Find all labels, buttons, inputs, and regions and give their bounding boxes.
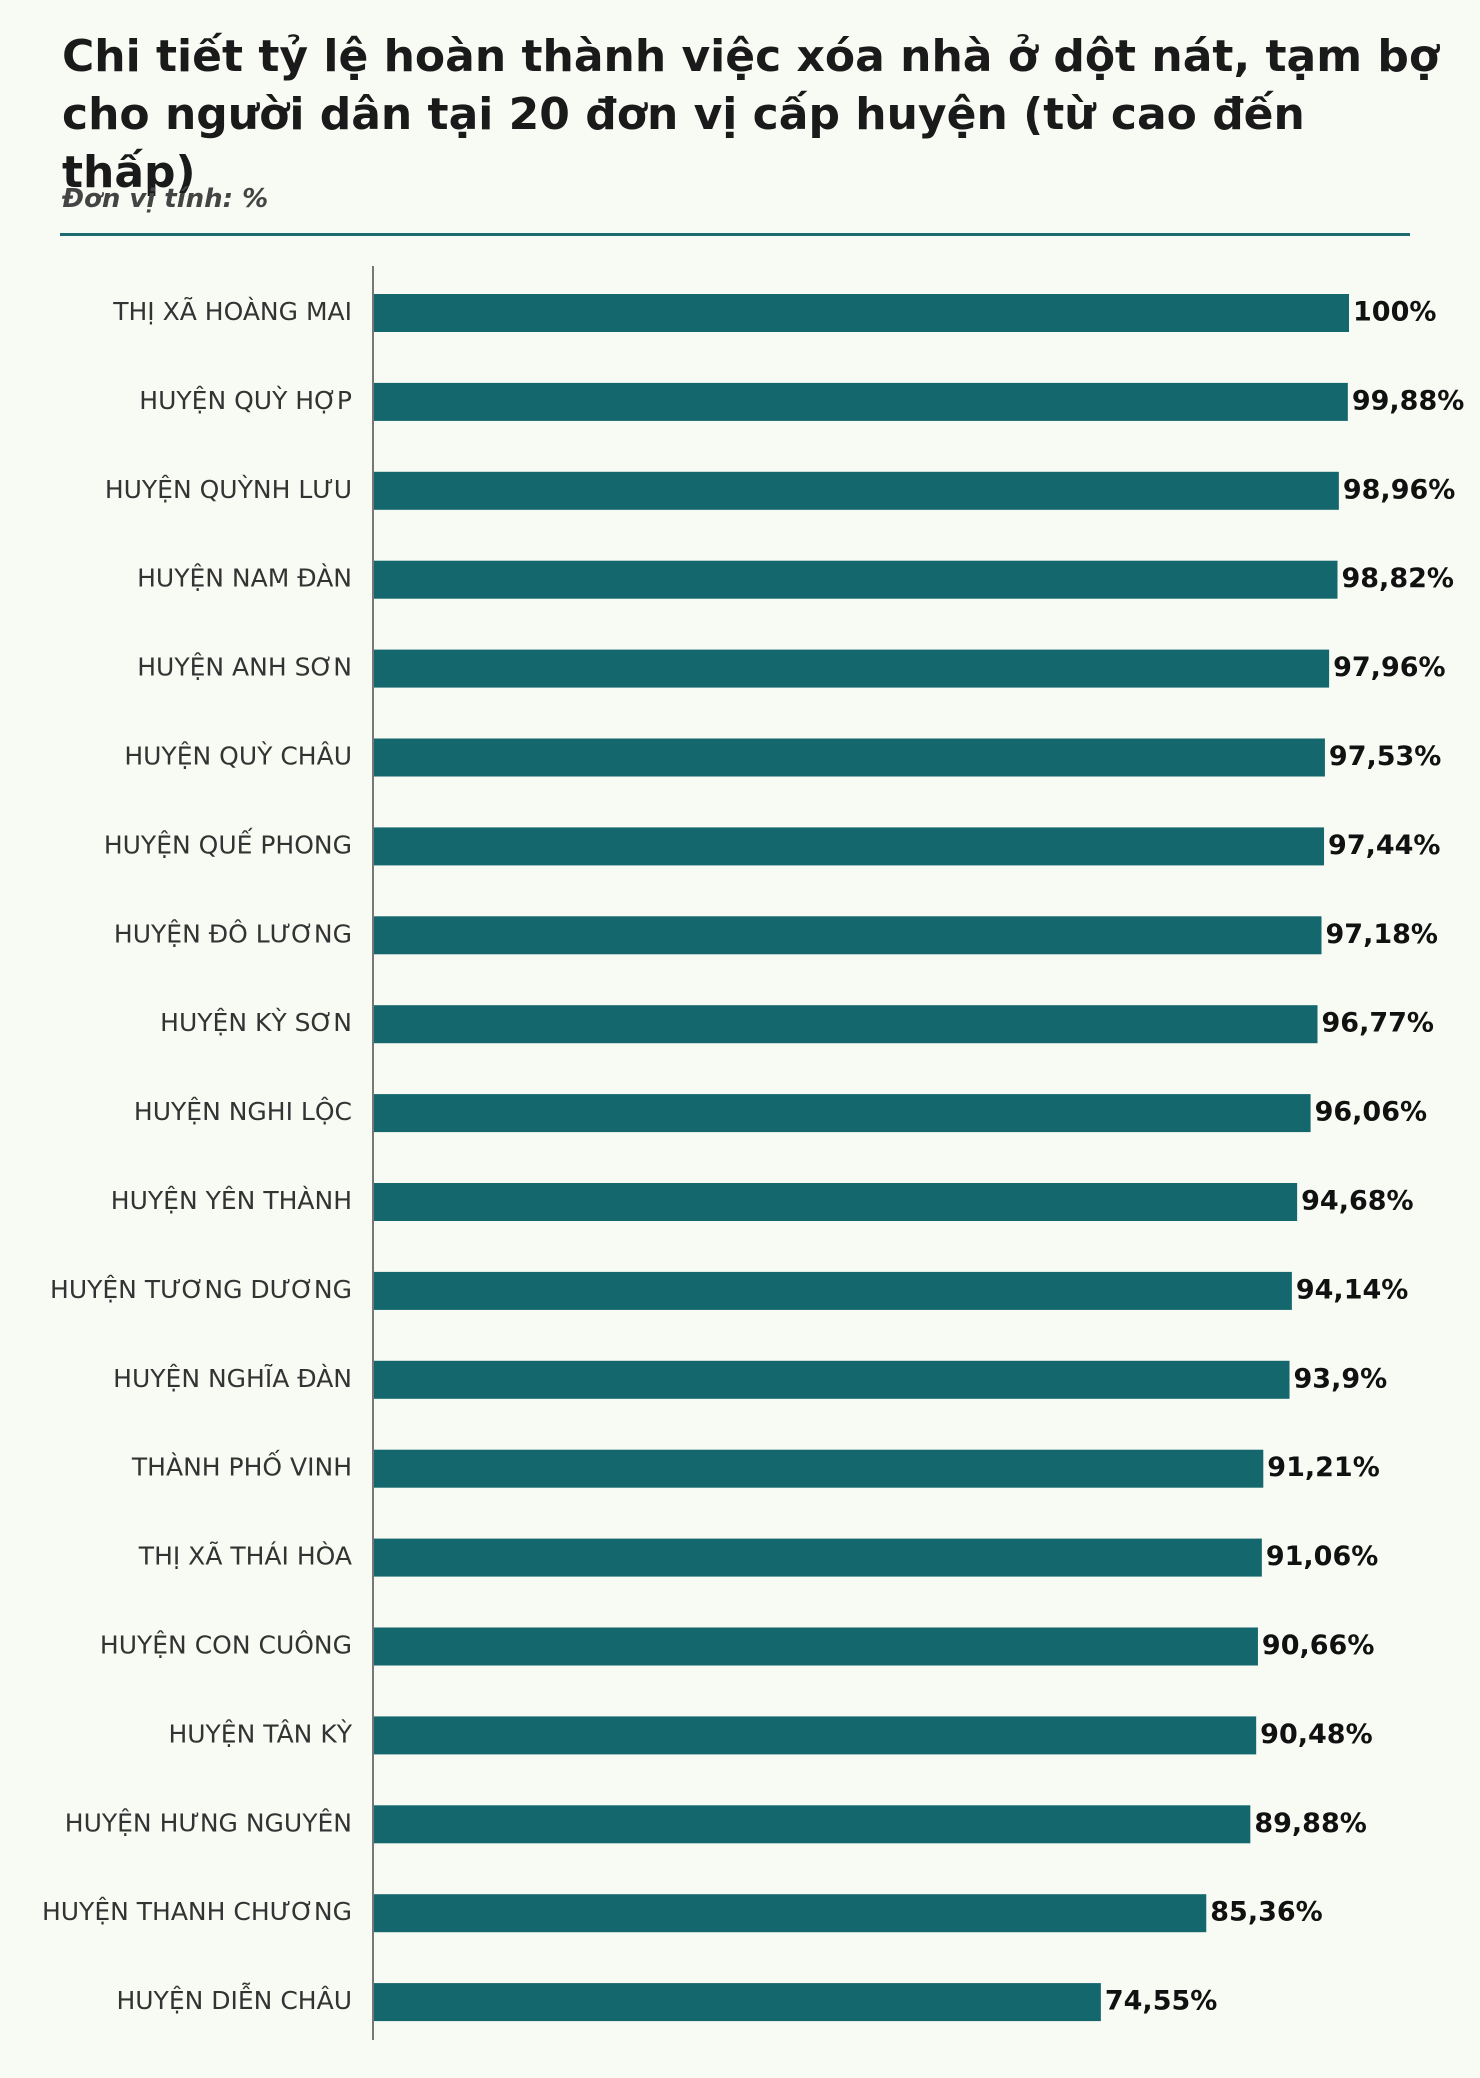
- category-label: HUYỆN NGHI LỘC: [134, 1096, 352, 1126]
- bar: [374, 738, 1325, 777]
- value-label: 98,96%: [1343, 474, 1455, 505]
- bar: [374, 294, 1349, 332]
- category-label: THỊ XÃ HOÀNG MAI: [112, 296, 352, 326]
- value-label: 91,21%: [1267, 1452, 1379, 1483]
- category-label: HUYỆN YÊN THÀNH: [111, 1186, 352, 1215]
- category-label: HUYỆN NGHĨA ĐÀN: [113, 1363, 352, 1393]
- bar: [374, 560, 1338, 599]
- bar: [374, 1360, 1290, 1399]
- value-label: 91,06%: [1266, 1541, 1378, 1572]
- category-label: HUYỆN QUỲNH LƯU: [105, 474, 352, 504]
- bar: [374, 1627, 1258, 1666]
- value-label: 97,96%: [1333, 652, 1445, 683]
- category-label: HUYỆN HƯNG NGUYÊN: [65, 1808, 352, 1837]
- chart-title: Chi tiết tỷ lệ hoàn thành việc xóa nhà ở…: [62, 31, 1440, 198]
- bar: [374, 1538, 1262, 1577]
- bar: [374, 1449, 1264, 1488]
- category-label: HUYỆN NAM ĐÀN: [137, 564, 352, 593]
- bar: [374, 1271, 1292, 1310]
- category-label: HUYỆN ĐÔ LƯƠNG: [114, 918, 352, 948]
- bars-group: THỊ XÃ HOÀNG MAI 100% HUYỆN QUỲ HỢP 99,88% H…: [42, 294, 1464, 2022]
- value-label: 74,55%: [1105, 1986, 1217, 2017]
- value-label: 93,9%: [1294, 1363, 1388, 1394]
- category-label: HUYỆN TƯƠNG DƯƠNG: [50, 1275, 352, 1304]
- bar: [374, 382, 1348, 421]
- bar: [374, 649, 1330, 688]
- value-label: 90,66%: [1262, 1630, 1374, 1661]
- value-label: 94,68%: [1301, 1186, 1413, 1217]
- category-label: HUYỆN THANH CHƯƠNG: [42, 1897, 352, 1926]
- bar: [374, 1094, 1311, 1133]
- value-label: 89,88%: [1254, 1808, 1366, 1839]
- value-label: 98,82%: [1341, 563, 1453, 594]
- bar: [374, 1716, 1257, 1755]
- unit-label: Đơn vị tính: %: [62, 184, 269, 214]
- category-label: HUYỆN DIỄN CHÂU: [116, 1982, 352, 2015]
- title-divider: [60, 233, 1410, 236]
- value-label: 99,88%: [1352, 385, 1464, 416]
- category-label: HUYỆN KỲ SƠN: [160, 1007, 352, 1037]
- value-label: 97,44%: [1328, 830, 1440, 861]
- bar: [374, 1183, 1298, 1221]
- value-label: 97,53%: [1329, 741, 1441, 772]
- category-label: HUYỆN TÂN KỲ: [168, 1718, 352, 1748]
- value-label: 85,36%: [1210, 1897, 1322, 1928]
- category-label: THỊ XÃ THÁI HÒA: [138, 1541, 352, 1571]
- bar: [374, 1983, 1101, 2022]
- bar: [374, 1005, 1318, 1044]
- value-label: 100%: [1353, 297, 1436, 328]
- category-label: HUYỆN ANH SƠN: [137, 653, 352, 682]
- value-label: 97,18%: [1326, 919, 1438, 950]
- bar: [374, 827, 1325, 866]
- value-label: 94,14%: [1296, 1274, 1408, 1305]
- category-label: HUYỆN QUỲ HỢP: [139, 385, 352, 415]
- category-label: HUYỆN CON CUÔNG: [100, 1630, 352, 1660]
- bar: [374, 1894, 1207, 1933]
- value-label: 96,77%: [1322, 1008, 1434, 1039]
- bar: [374, 471, 1339, 510]
- category-label: HUYỆN QUỲ CHÂU: [124, 741, 352, 771]
- category-label: THÀNH PHỐ VINH: [131, 1450, 352, 1482]
- bar: [374, 1805, 1251, 1844]
- value-label: 96,06%: [1315, 1097, 1427, 1128]
- bar: [374, 916, 1322, 955]
- value-label: 90,48%: [1260, 1719, 1372, 1750]
- category-label: HUYỆN QUẾ PHONG: [104, 827, 352, 859]
